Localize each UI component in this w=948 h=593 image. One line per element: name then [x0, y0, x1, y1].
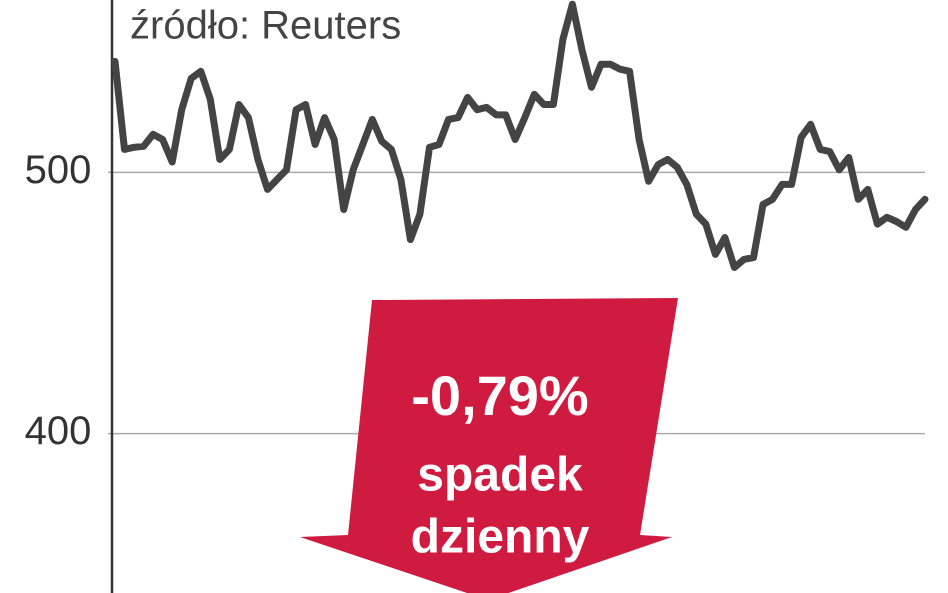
line — [111, 0, 929, 271]
annotation: dzienny — [411, 511, 590, 564]
arrow — [300, 298, 678, 593]
annotation: spadek — [417, 449, 583, 502]
annotation: -0,79% — [411, 364, 588, 427]
y-tick-label: 400 — [25, 409, 92, 453]
source: źródło: Reuters — [130, 4, 401, 48]
y-tick-label: 500 — [25, 148, 92, 192]
